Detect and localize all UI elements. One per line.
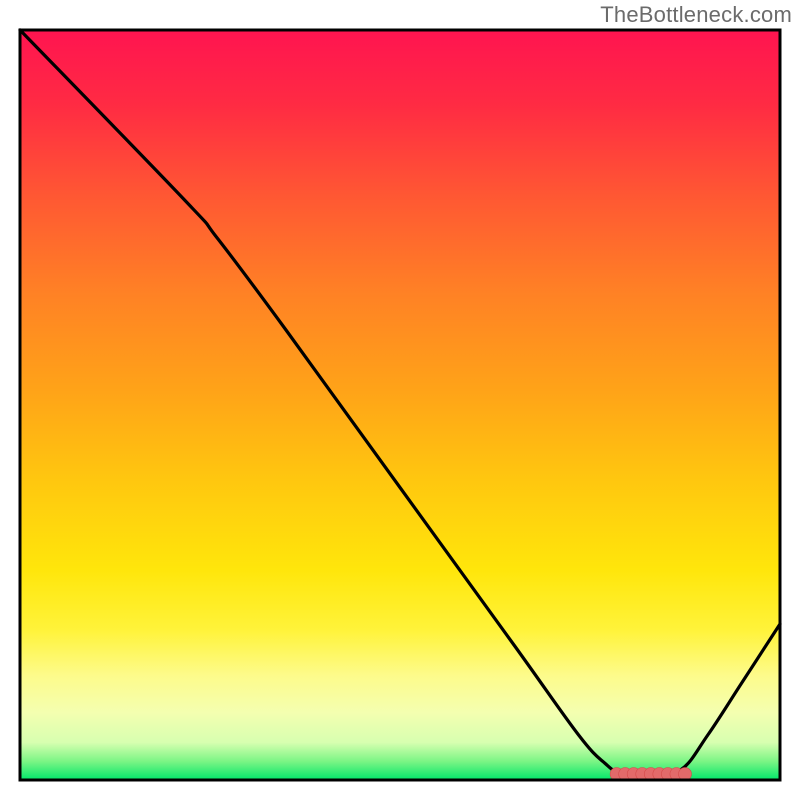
watermark-text: TheBottleneck.com xyxy=(600,2,792,28)
bottleneck-chart xyxy=(0,0,800,800)
plot-background xyxy=(20,30,780,780)
chart-container: TheBottleneck.com xyxy=(0,0,800,800)
